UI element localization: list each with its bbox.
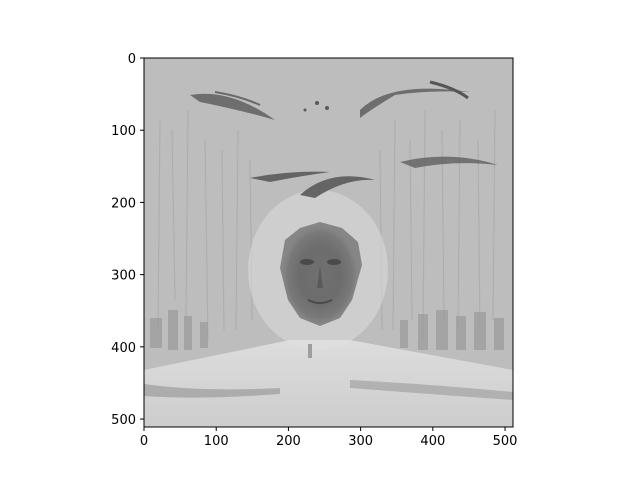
y-tick-label: 400 <box>111 341 136 356</box>
x-tick-label: 300 <box>348 434 373 449</box>
y-tick-label: 0 <box>128 52 136 67</box>
y-axis: 0 100 200 300 400 500 <box>111 52 144 428</box>
right-shadow <box>350 380 513 400</box>
x-tick-label: 0 <box>140 434 148 449</box>
x-tick-label: 500 <box>493 434 518 449</box>
y-tick-label: 300 <box>111 269 136 284</box>
y-tick-label: 500 <box>111 413 136 428</box>
left-shadow <box>144 384 280 398</box>
x-tick-label: 400 <box>420 434 445 449</box>
x-tick-label: 200 <box>276 434 301 449</box>
heatmap-image <box>144 58 513 427</box>
figure-on-path <box>308 344 312 358</box>
x-axis: 0 100 200 300 400 500 <box>140 427 518 449</box>
tree-streaks <box>157 109 496 341</box>
birds <box>190 80 498 198</box>
y-tick-label: 100 <box>111 124 136 139</box>
avenue-path <box>144 340 513 427</box>
x-tick-label: 100 <box>204 434 229 449</box>
axes-frame <box>143 57 514 428</box>
y-tick-label: 200 <box>111 196 136 211</box>
face-foliage <box>280 222 362 326</box>
hedges <box>150 310 504 350</box>
